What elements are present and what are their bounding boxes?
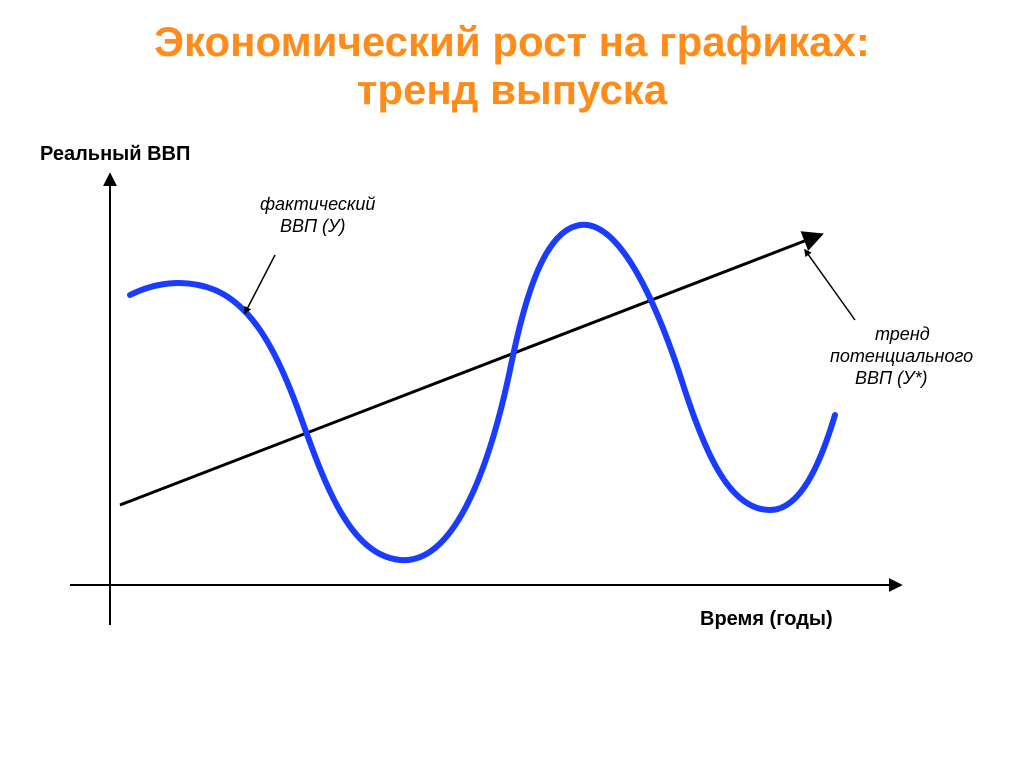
title-line-2: тренд выпуска: [0, 66, 1024, 114]
y-axis-label: Реальный ВВП: [40, 143, 190, 165]
slide-title: Экономический рост на графиках: тренд вы…: [0, 0, 1024, 115]
annotation-actual-gdp: фактический ВВП (У): [245, 194, 380, 313]
annotation-trend-text: тренд потенциального ВВП (У*): [830, 324, 978, 388]
annotation-actual-arrow: [245, 255, 275, 313]
annotation-trend-gdp: тренд потенциального ВВП (У*): [805, 250, 978, 388]
title-line-1: Экономический рост на графиках:: [0, 18, 1024, 66]
actual-gdp-curve: [130, 224, 835, 559]
annotation-trend-arrow: [805, 250, 855, 320]
chart-svg: Реальный ВВП Время (годы) фактический ВВ…: [0, 115, 1024, 715]
x-axis-label: Время (годы): [700, 608, 833, 630]
chart-area: Реальный ВВП Время (годы) фактический ВВ…: [0, 115, 1024, 715]
annotation-actual-text: фактический ВВП (У): [260, 194, 380, 236]
